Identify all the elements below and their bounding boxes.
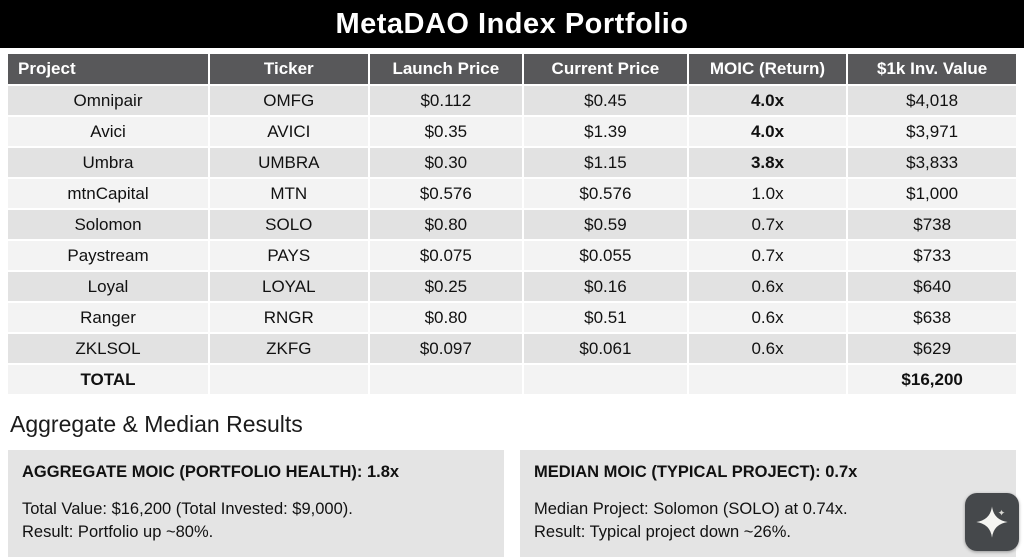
launch-price-cell: $0.80 (367, 208, 525, 241)
project-cell: Umbra (6, 146, 210, 179)
current-price-cell: $1.15 (522, 146, 689, 179)
table-header-row: Project Ticker Launch Price Current Price MO… (6, 52, 1018, 86)
launch-price-cell: $0.112 (367, 84, 525, 117)
moic-cell: 0.6x (686, 301, 849, 334)
current-price-cell: $0.055 (522, 239, 689, 272)
launch-price-cell: $0.097 (367, 332, 525, 365)
project-cell: Paystream (6, 239, 210, 272)
title-bar: MetaDAO Index Portfolio (0, 0, 1024, 48)
table-row: Avici AVICI $0.35 $1.39 4.0x $3,971 (6, 115, 1018, 148)
project-cell: ZKLSOL (6, 332, 210, 365)
table-row: Paystream PAYS $0.075 $0.055 0.7x $733 (6, 239, 1018, 272)
ticker-cell: AVICI (208, 115, 370, 148)
ticker-cell: PAYS (208, 239, 370, 272)
ticker-cell: RNGR (208, 301, 370, 334)
table-row: Solomon SOLO $0.80 $0.59 0.7x $738 (6, 208, 1018, 241)
column-header-value: $1k Inv. Value (846, 52, 1018, 86)
watermark-badge (965, 493, 1019, 551)
project-cell: Ranger (6, 301, 210, 334)
column-header-ticker: Ticker (208, 52, 370, 86)
current-price-cell: $0.45 (522, 84, 689, 117)
value-cell: $629 (846, 332, 1018, 365)
empty-cell (686, 363, 849, 396)
ticker-cell: UMBRA (208, 146, 370, 179)
value-cell: $640 (846, 270, 1018, 303)
table-row: Loyal LOYAL $0.25 $0.16 0.6x $640 (6, 270, 1018, 303)
project-cell: Avici (6, 115, 210, 148)
value-cell: $3,971 (846, 115, 1018, 148)
ticker-cell: LOYAL (208, 270, 370, 303)
total-row: TOTAL $16,200 (6, 363, 1018, 396)
aggregate-moic-box: AGGREGATE MOIC (PORTFOLIO HEALTH): 1.8x … (8, 450, 504, 557)
ticker-cell: MTN (208, 177, 370, 210)
median-moic-box: MEDIAN MOIC (TYPICAL PROJECT): 0.7x Medi… (520, 450, 1016, 557)
launch-price-cell: $0.30 (367, 146, 525, 179)
median-project-line: Median Project: Solomon (SOLO) at 0.74x. (534, 500, 848, 519)
moic-cell: 0.7x (686, 208, 849, 241)
value-cell: $3,833 (846, 146, 1018, 179)
moic-cell: 0.6x (686, 270, 849, 303)
ticker-cell: OMFG (208, 84, 370, 117)
column-header-moic: MOIC (Return) (686, 52, 849, 86)
current-price-cell: $0.51 (522, 301, 689, 334)
moic-cell: 0.7x (686, 239, 849, 272)
page-title: MetaDAO Index Portfolio (335, 7, 689, 40)
moic-cell: 4.0x (686, 84, 849, 117)
median-result-line: Result: Typical project down ~26%. (534, 522, 791, 541)
table-row: Omnipair OMFG $0.112 $0.45 4.0x $4,018 (6, 84, 1018, 117)
results-heading: Aggregate & Median Results (10, 411, 303, 437)
value-cell: $4,018 (846, 84, 1018, 117)
project-cell: Solomon (6, 208, 210, 241)
current-price-cell: $0.16 (522, 270, 689, 303)
project-cell: Omnipair (6, 84, 210, 117)
table-row: ZKLSOL ZKFG $0.097 $0.061 0.6x $629 (6, 332, 1018, 365)
value-cell: $733 (846, 239, 1018, 272)
moic-cell: 3.8x (686, 146, 849, 179)
table-row: mtnCapital MTN $0.576 $0.576 1.0x $1,000 (6, 177, 1018, 210)
moic-cell: 4.0x (686, 115, 849, 148)
launch-price-cell: $0.25 (367, 270, 525, 303)
launch-price-cell: $0.80 (367, 301, 525, 334)
total-value-cell: $16,200 (846, 363, 1018, 396)
aggregate-total-value-line: Total Value: $16,200 (Total Invested: $9… (22, 500, 353, 519)
aggregate-result-line: Result: Portfolio up ~80%. (22, 522, 214, 541)
project-cell: Loyal (6, 270, 210, 303)
launch-price-cell: $0.075 (367, 239, 525, 272)
value-cell: $638 (846, 301, 1018, 334)
moic-cell: 1.0x (686, 177, 849, 210)
ticker-cell: SOLO (208, 208, 370, 241)
moic-cell: 0.6x (686, 332, 849, 365)
column-header-launch-price: Launch Price (367, 52, 525, 86)
results-boxes: AGGREGATE MOIC (PORTFOLIO HEALTH): 1.8x … (8, 450, 1016, 557)
table-body: Omnipair OMFG $0.112 $0.45 4.0x $4,018 Avici AV… (6, 84, 1018, 396)
empty-cell (208, 363, 370, 396)
median-moic-title: MEDIAN MOIC (TYPICAL PROJECT): 0.7x (534, 463, 858, 481)
project-cell: mtnCapital (6, 177, 210, 210)
current-price-cell: $0.061 (522, 332, 689, 365)
sparkle-icon (976, 506, 1008, 538)
current-price-cell: $0.59 (522, 208, 689, 241)
current-price-cell: $1.39 (522, 115, 689, 148)
table-row: Umbra UMBRA $0.30 $1.15 3.8x $3,833 (6, 146, 1018, 179)
empty-cell (522, 363, 689, 396)
aggregate-moic-title: AGGREGATE MOIC (PORTFOLIO HEALTH): 1.8x (22, 463, 400, 481)
column-header-current-price: Current Price (522, 52, 689, 86)
column-header-project: Project (6, 52, 210, 86)
ticker-cell: ZKFG (208, 332, 370, 365)
empty-cell (367, 363, 525, 396)
table-row: Ranger RNGR $0.80 $0.51 0.6x $638 (6, 301, 1018, 334)
total-label-cell: TOTAL (6, 363, 210, 396)
launch-price-cell: $0.35 (367, 115, 525, 148)
portfolio-table: Project Ticker Launch Price Current Price MO… (6, 52, 1018, 396)
value-cell: $738 (846, 208, 1018, 241)
current-price-cell: $0.576 (522, 177, 689, 210)
value-cell: $1,000 (846, 177, 1018, 210)
launch-price-cell: $0.576 (367, 177, 525, 210)
